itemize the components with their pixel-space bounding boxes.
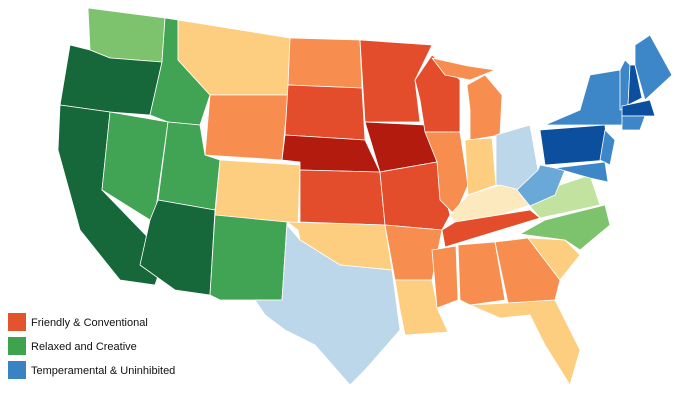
state (554, 161, 609, 183)
legend-label: Temperamental & Uninhibited (31, 365, 175, 377)
states (57, 7, 673, 386)
state (457, 241, 506, 306)
state (284, 84, 366, 141)
state (431, 57, 496, 81)
state (527, 237, 581, 281)
state (441, 209, 541, 248)
legend-label: Friendly & Conventional (31, 317, 148, 329)
state (634, 34, 673, 101)
legend: Friendly & Conventional Relaxed and Creat… (8, 313, 175, 379)
legend-swatch (8, 337, 26, 355)
state (287, 37, 363, 89)
state (214, 159, 301, 226)
state (464, 137, 497, 196)
state (379, 161, 451, 231)
state (469, 299, 581, 386)
state (519, 204, 611, 251)
state (394, 279, 449, 336)
state (299, 169, 386, 226)
state (431, 245, 459, 309)
state (209, 214, 288, 301)
state (139, 199, 216, 296)
state (627, 64, 643, 106)
legend-swatch (8, 361, 26, 379)
state (621, 115, 646, 131)
state (539, 124, 609, 166)
state (359, 39, 433, 123)
state (494, 237, 561, 304)
legend-label: Relaxed and Creative (31, 341, 137, 353)
legend-swatch (8, 313, 26, 331)
state (599, 129, 616, 166)
state (254, 224, 401, 386)
state (529, 174, 601, 219)
state (621, 99, 656, 117)
state (204, 94, 289, 161)
